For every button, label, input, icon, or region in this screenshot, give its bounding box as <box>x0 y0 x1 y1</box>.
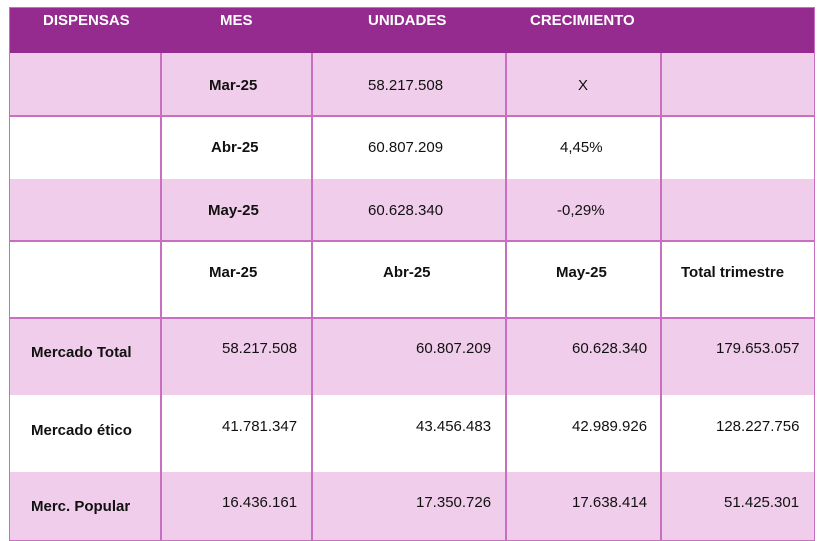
sales-table: DISPENSAS MES UNIDADES CRECIMIENTO Mar-2… <box>9 7 815 541</box>
monthly-crecimiento-2: 4,45% <box>560 139 603 156</box>
market-m3-3: 17.638.414 <box>572 494 648 511</box>
market-m2-2: 43.456.483 <box>416 418 492 435</box>
grid-vline-3 <box>505 53 507 541</box>
grid-vline-1 <box>160 53 162 541</box>
header-unidades: UNIDADES <box>368 12 447 29</box>
table-frame <box>9 7 815 541</box>
monthly-unidades-1: 58.217.508 <box>368 77 444 94</box>
header-crecimiento: CRECIMIENTO <box>530 12 635 29</box>
market-m3-1: 60.628.340 <box>572 340 648 357</box>
grid-vline-2 <box>311 53 313 541</box>
market-label-2: Mercado ético <box>31 422 132 439</box>
monthly-row-3 <box>9 179 815 241</box>
market-total-1: 179.653.057 <box>716 340 800 357</box>
monthly-mes-3: May-25 <box>208 202 259 219</box>
monthly-crecimiento-1: X <box>578 77 589 94</box>
market-label-3: Merc. Popular <box>31 498 131 515</box>
market-m2-1: 60.807.209 <box>416 340 492 357</box>
grid-hline-1 <box>9 115 815 117</box>
monthly-row-1 <box>9 53 815 116</box>
grid-vline-4 <box>660 53 662 541</box>
monthly-mes-1: Mar-25 <box>209 77 258 94</box>
market-row-2 <box>9 395 815 472</box>
market-row-1 <box>9 318 815 395</box>
market-m1-2: 41.781.347 <box>222 418 298 435</box>
market-row-3 <box>9 472 815 541</box>
quarter-header-row <box>9 241 815 318</box>
header-row <box>9 7 815 53</box>
monthly-row-2 <box>9 116 815 179</box>
monthly-mes-2: Abr-25 <box>211 139 259 156</box>
monthly-unidades-2: 60.807.209 <box>368 139 444 156</box>
market-m3-2: 42.989.926 <box>572 418 648 435</box>
market-m2-3: 17.350.726 <box>416 494 492 511</box>
grid-hline-3 <box>9 317 815 319</box>
market-m1-3: 16.436.161 <box>222 494 298 511</box>
market-m1-1: 58.217.508 <box>222 340 298 357</box>
monthly-crecimiento-3: -0,29% <box>557 202 605 219</box>
monthly-unidades-3: 60.628.340 <box>368 202 444 219</box>
quarter-header-total: Total trimestre <box>681 264 785 281</box>
grid-hline-2 <box>9 240 815 242</box>
market-label-1: Mercado Total <box>31 344 132 361</box>
quarter-header-m3: May-25 <box>556 264 607 281</box>
quarter-header-m1: Mar-25 <box>209 264 258 281</box>
header-dispensas: DISPENSAS <box>43 12 130 29</box>
header-mes: MES <box>220 12 253 29</box>
market-total-3: 51.425.301 <box>724 494 800 511</box>
quarter-header-m2: Abr-25 <box>383 264 431 281</box>
market-total-2: 128.227.756 <box>716 418 800 435</box>
